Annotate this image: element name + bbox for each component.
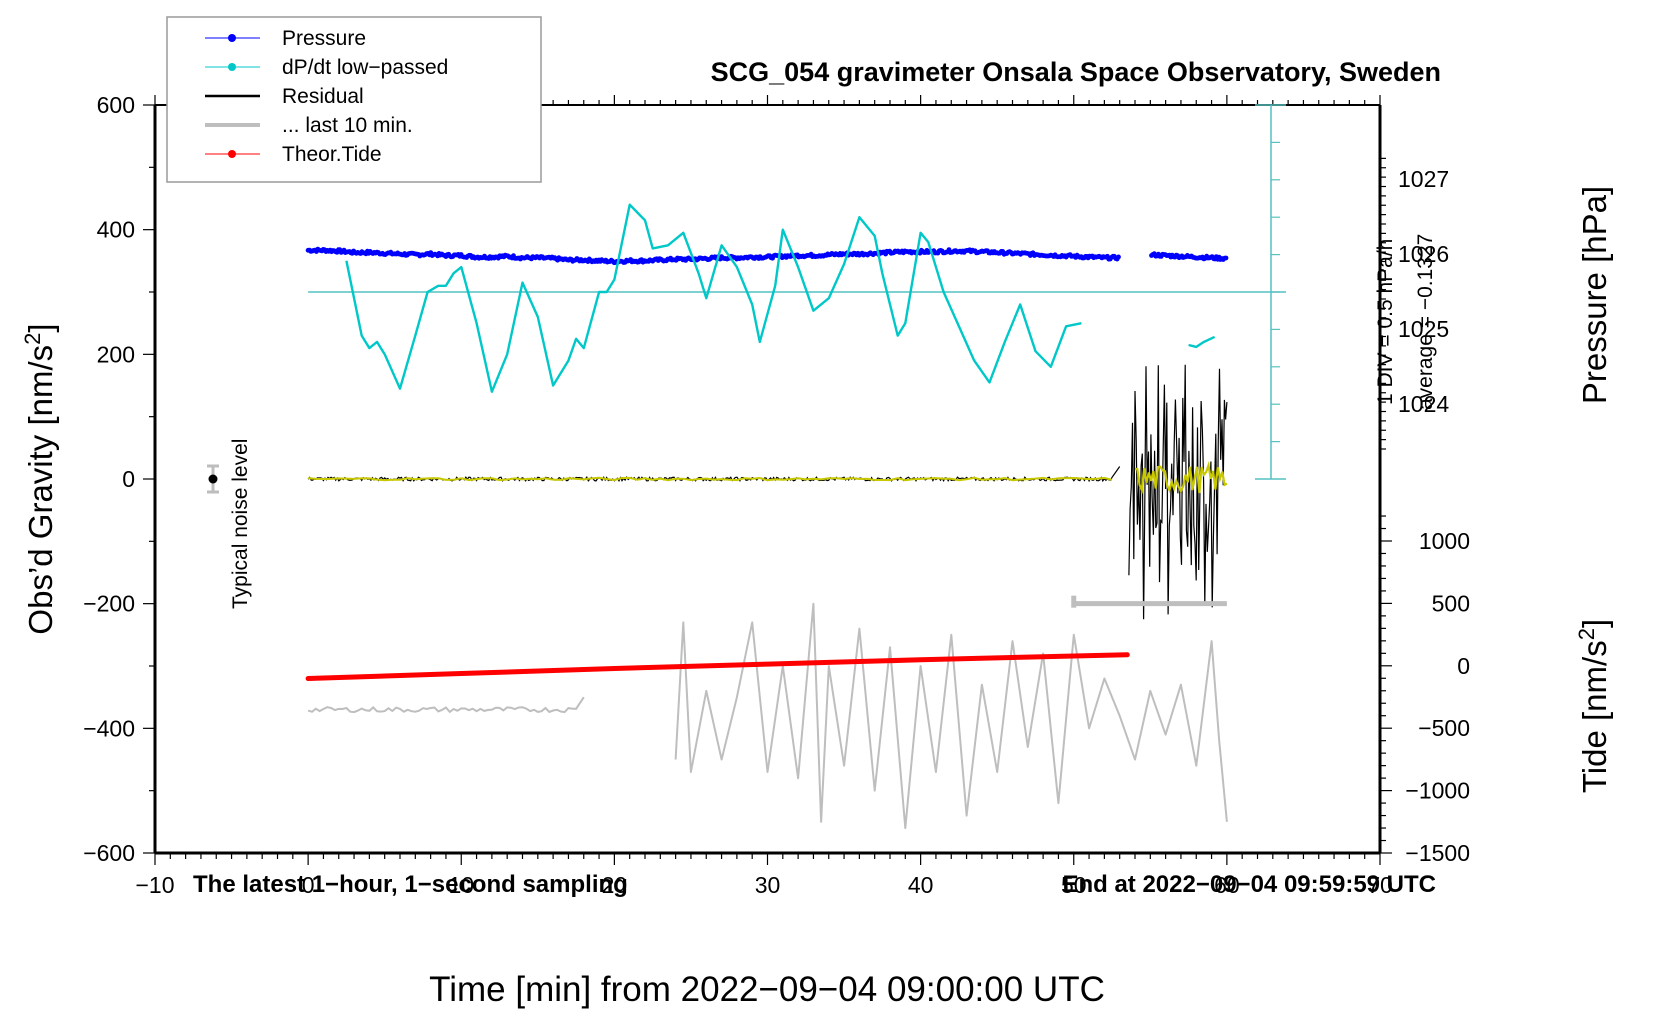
pressure-tick-label: 1025	[1398, 316, 1449, 342]
pressure-tick-label: 1024	[1398, 391, 1449, 417]
axis-ticks	[143, 95, 1392, 865]
y-left-tick-label: −200	[83, 591, 135, 617]
legend-swatch-dot	[228, 34, 236, 42]
series-residual-smoothed	[307, 476, 1113, 482]
chart-title: SCG_054 gravimeter Onsala Space Observat…	[711, 57, 1441, 87]
y-axis-title-tide-end: ]	[1576, 619, 1613, 628]
x-tick-label: 10	[448, 872, 474, 898]
div-scale-label: 1 DIV = 0.5 hPa/h	[1374, 239, 1397, 405]
x-tick-label: 20	[602, 872, 628, 898]
tide-tick-label: 500	[1432, 590, 1470, 616]
legend-label: Residual	[282, 85, 364, 108]
tide-tick-label: −500	[1418, 715, 1470, 741]
series-layer	[305, 203, 1235, 830]
axis-tick-labels: −10 0 10 20 30 40 50 60 70 600 400 200 0 −200 −400 −600…	[83, 92, 1470, 898]
y-left-tick-label: −400	[83, 715, 135, 741]
y-axis-title-tide: Tide [nm/s2]	[1574, 619, 1613, 793]
end-time-note: End at 2022−09−04 09:59:59 UTC	[1062, 871, 1436, 898]
legend-label: dP/dt low−passed	[282, 56, 448, 79]
legend-label: ... last 10 min.	[282, 114, 413, 137]
tide-tick-label: −1000	[1405, 778, 1470, 804]
pressure-point	[1223, 255, 1229, 261]
legend-label: Theor.Tide	[282, 143, 382, 166]
y-axis-title-pressure: Pressure [hPa]	[1576, 186, 1613, 404]
x-tick-label: 40	[908, 872, 934, 898]
x-axis-title: Time [min] from 2022−09−04 09:00:00 UTC	[429, 970, 1105, 1009]
legend-label: Pressure	[282, 27, 366, 50]
x-tick-label: 30	[755, 872, 781, 898]
legend-swatch-dot	[228, 63, 236, 71]
y-left-tick-label: −600	[83, 840, 135, 866]
y-axis-title-tide-main: Tide [nm/s	[1576, 640, 1613, 793]
noise-point	[208, 474, 218, 484]
y-axis-title-left-main: Obs’d Gravity [nm/s	[22, 345, 59, 635]
y-axis-title-left: Obs’d Gravity [nm/s2]	[20, 323, 59, 634]
legend: Pressure dP/dt low−passed Residual ... last…	[166, 16, 542, 183]
y-left-tick-label: 0	[122, 466, 135, 492]
dpdt-scale-axis	[308, 104, 1286, 480]
y-left-tick-label: 600	[97, 92, 135, 118]
legend-items: Pressure dP/dt low−passed Residual ... last…	[205, 27, 448, 166]
x-tick-label: 50	[1061, 872, 1087, 898]
legend-swatch-dot	[228, 150, 236, 158]
tide-tick-label: 0	[1457, 653, 1470, 679]
series-dpdt-line	[1188, 335, 1216, 349]
noise-level-marker: Typical noise level	[207, 439, 252, 609]
series-residual-burst	[1128, 364, 1228, 620]
tide-tick-label: −1500	[1405, 840, 1470, 866]
x-tick-label: 60	[1214, 872, 1240, 898]
y-axis-title-left-end: ]	[22, 323, 59, 332]
pressure-tick-label: 1026	[1398, 241, 1449, 267]
noise-label: Typical noise level	[229, 439, 252, 609]
average-label: average = −0.1327	[1414, 234, 1437, 410]
x-tick-label: 0	[302, 872, 315, 898]
y-left-tick-label: 400	[97, 217, 135, 243]
series-residual-smoothed-burst	[1134, 461, 1228, 495]
y-left-tick-label: 200	[97, 341, 135, 367]
x-tick-label: 70	[1367, 872, 1393, 898]
y-axis-title-left-sup: 2	[20, 333, 45, 345]
series-last10-early	[307, 696, 585, 714]
pressure-point	[1116, 254, 1121, 260]
x-tick-label: −10	[135, 872, 174, 898]
pressure-tick-label: 1027	[1398, 166, 1449, 192]
series-last10-late	[674, 602, 1228, 830]
tide-tick-label: 1000	[1419, 528, 1470, 554]
series-tide-line	[308, 653, 1234, 679]
y-axis-title-tide-sup: 2	[1574, 628, 1599, 640]
series-dpdt-line	[345, 203, 1082, 393]
sampling-note: The latest 1−hour, 1−second sampling	[193, 871, 628, 898]
series-pressure	[305, 246, 1229, 266]
